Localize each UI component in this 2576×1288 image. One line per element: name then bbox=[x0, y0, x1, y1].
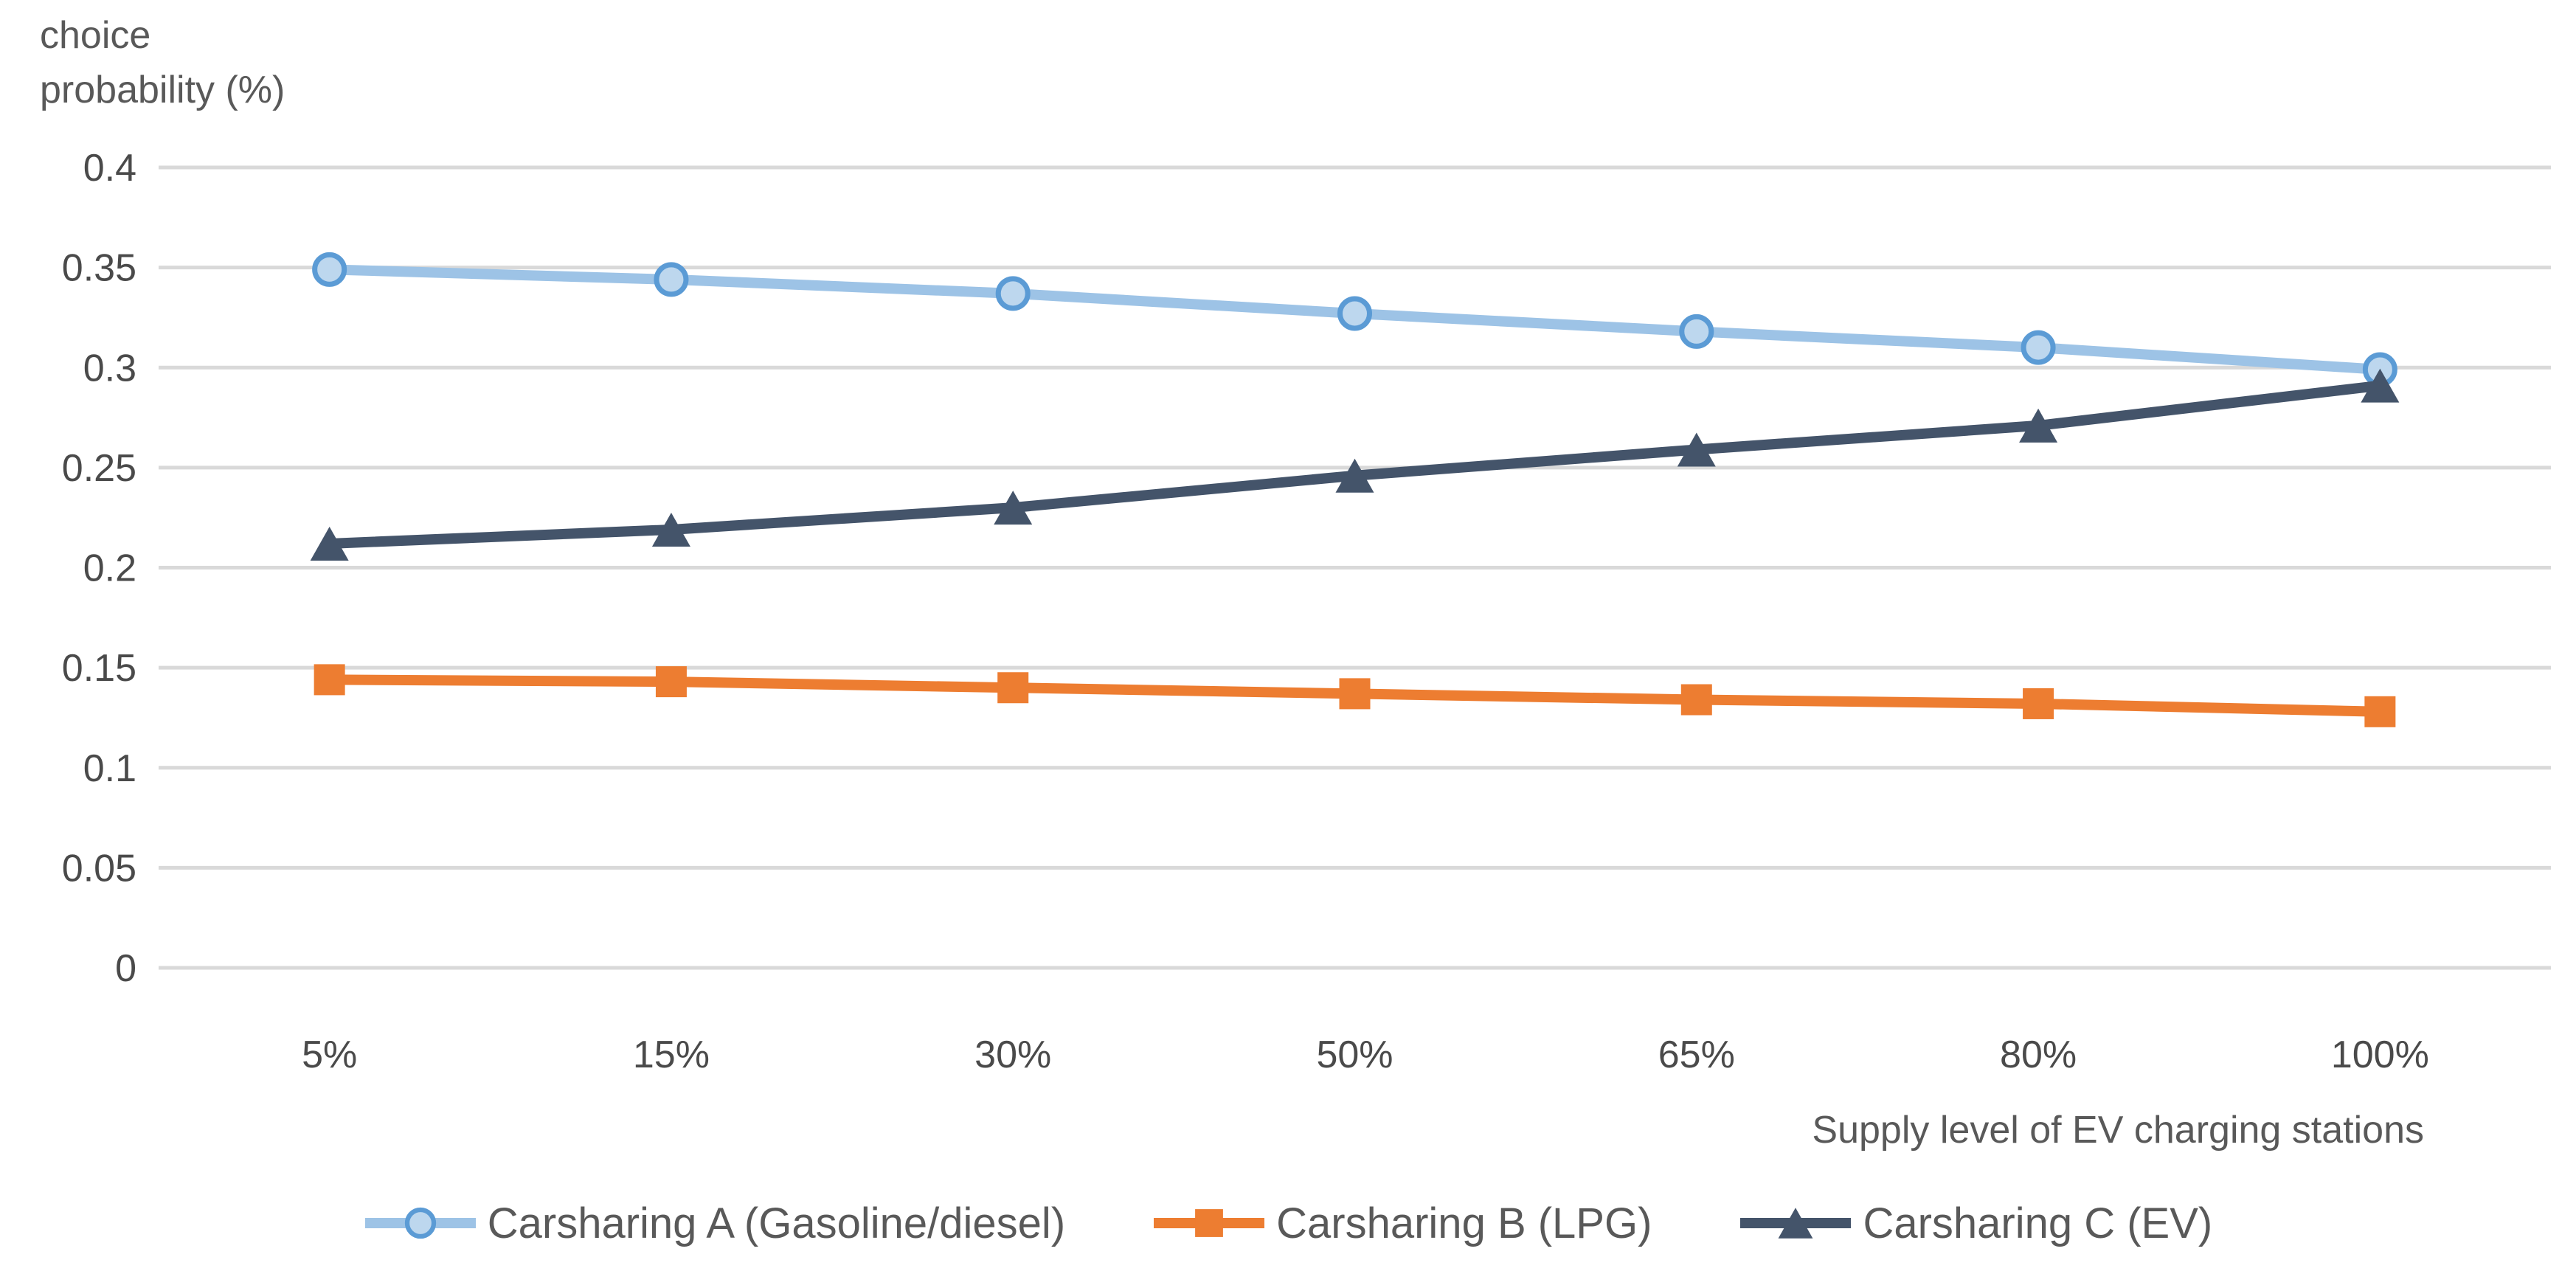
y-tick-label: 0.3 bbox=[83, 347, 136, 389]
triangle-marker bbox=[1335, 458, 1374, 493]
y-tick-label: 0.4 bbox=[83, 147, 136, 190]
circle-marker bbox=[404, 1207, 436, 1239]
x-tick-label: 80% bbox=[2000, 1033, 2077, 1076]
y-tick-label: 0 bbox=[115, 947, 136, 990]
square-marker bbox=[1339, 678, 1371, 710]
legend-marker bbox=[1154, 1209, 1265, 1237]
legend: Carsharing A (Gasoline/diesel) Carsharing… bbox=[0, 1186, 2576, 1260]
x-axis-title: Supply level of EV charging stations bbox=[1812, 1109, 2424, 1152]
square-marker bbox=[2023, 688, 2054, 719]
legend-label: Carsharing B (LPG) bbox=[1276, 1199, 1652, 1247]
triangle-marker bbox=[651, 512, 690, 547]
circle-marker bbox=[995, 276, 1031, 311]
triangle-marker bbox=[994, 491, 1033, 525]
x-tick-label: 100% bbox=[2331, 1033, 2429, 1076]
legend-item: Carsharing B (LPG) bbox=[1152, 1197, 1652, 1249]
circle-marker bbox=[2021, 330, 2056, 365]
circle-marker bbox=[312, 252, 347, 287]
legend-label: Carsharing A (Gasoline/diesel) bbox=[487, 1199, 1066, 1247]
y-tick-label: 0.05 bbox=[62, 847, 136, 890]
legend-marker bbox=[1740, 1208, 1852, 1239]
circle-marker bbox=[654, 262, 689, 297]
y-axis-title-line1: choice bbox=[40, 14, 151, 57]
y-axis-title: choice probability (%) bbox=[40, 9, 285, 118]
square-marker bbox=[655, 666, 687, 698]
circle-marker bbox=[1679, 314, 1714, 349]
legend-item: Carsharing C (EV) bbox=[1739, 1197, 2212, 1249]
y-tick-label: 0.1 bbox=[83, 747, 136, 790]
square-marker bbox=[997, 672, 1029, 704]
x-tick-label: 50% bbox=[1316, 1033, 1393, 1076]
legend-label: Carsharing C (EV) bbox=[1863, 1199, 2213, 1247]
x-tick-label: 65% bbox=[1658, 1033, 1735, 1076]
square-marker bbox=[1680, 684, 1712, 716]
y-tick-label: 0.25 bbox=[62, 447, 136, 490]
x-tick-label: 30% bbox=[974, 1033, 1051, 1076]
square-marker bbox=[314, 664, 345, 696]
y-tick-label: 0.15 bbox=[62, 647, 136, 690]
circle-marker bbox=[1337, 296, 1372, 331]
triangle-marker bbox=[310, 526, 349, 561]
y-axis-title-line2: probability (%) bbox=[40, 68, 285, 111]
triangle-marker bbox=[1677, 432, 1716, 467]
triangle-marker bbox=[2019, 408, 2058, 443]
y-tick-label: 0.2 bbox=[83, 547, 136, 590]
triangle-marker bbox=[2361, 368, 2400, 403]
triangle-marker bbox=[1779, 1208, 1813, 1239]
x-tick-label: 5% bbox=[302, 1033, 357, 1076]
legend-marker bbox=[364, 1207, 476, 1239]
square-marker bbox=[2364, 696, 2396, 727]
legend-item: Carsharing A (Gasoline/diesel) bbox=[364, 1197, 1065, 1249]
x-tick-label: 15% bbox=[633, 1033, 710, 1076]
y-tick-label: 0.35 bbox=[62, 247, 136, 290]
square-marker bbox=[1195, 1209, 1224, 1237]
